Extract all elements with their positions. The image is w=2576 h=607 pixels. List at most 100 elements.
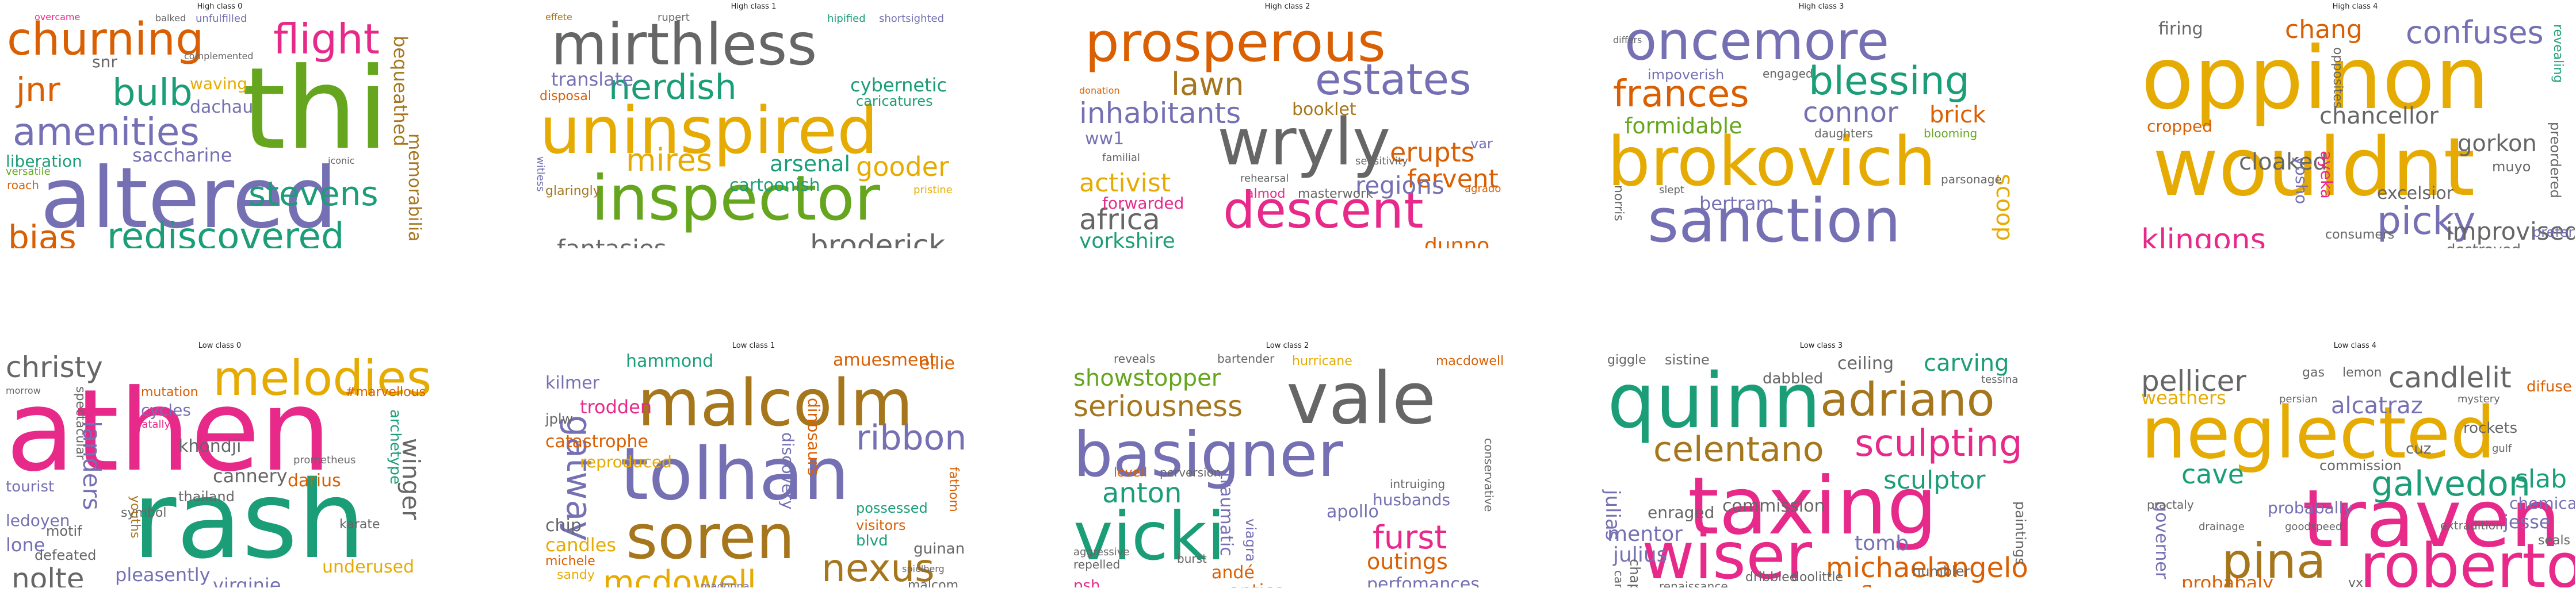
cloud-word: jplw — [545, 411, 574, 427]
wordcloud-panel-high-class-2: High class 2 prosperous wryly estates de… — [1068, 0, 1507, 248]
cloud-word: reveals — [1114, 352, 1156, 366]
cloud-word: candlelit — [2388, 361, 2512, 394]
cloud-word: estates — [1315, 55, 1472, 105]
cloud-word: booklet — [1292, 99, 1356, 120]
cloud-word: sattler — [856, 586, 893, 587]
cloud-word: overcame — [35, 13, 81, 22]
panel-title: High class 1 — [731, 2, 777, 11]
cloud-word: husbands — [1373, 490, 1451, 509]
cloud-word: nolte — [12, 562, 85, 587]
cloud-word: archetype — [387, 409, 404, 485]
cloud-word: probabaly — [2181, 572, 2274, 587]
cloud-word: bequeathed — [389, 36, 411, 147]
word-cloud: oncemore brokovich sanction blessing fra… — [1602, 13, 2041, 248]
cloud-word: masterwork — [1298, 187, 1373, 201]
cloud-word: guinan — [914, 540, 965, 558]
cloud-word: yosho — [2292, 156, 2311, 205]
cloud-word: roach — [7, 178, 39, 192]
cloud-word: forwarded — [1102, 194, 1184, 213]
cloud-word: stevens — [249, 174, 379, 213]
cloud-word: secures — [1820, 247, 1878, 248]
cloud-word: seriousness — [1073, 390, 1243, 423]
cloud-word: tessina — [1981, 374, 2019, 386]
cloud-word: yorkshire — [1079, 229, 1175, 249]
panel-title: Low class 0 — [198, 341, 242, 350]
cloud-word: ellie — [919, 354, 955, 374]
cloud-word: showstopper — [1073, 365, 1221, 391]
cloud-word: renaissance — [1659, 579, 1728, 587]
wordcloud-panel-high-class-3: High class 3 oncemore brokovich sanction… — [1602, 0, 2041, 248]
cloud-word: malcolm — [637, 366, 914, 441]
cloud-word: agrado — [1465, 183, 1501, 195]
cloud-word: frances — [1613, 73, 1749, 116]
cloud-word: oncemore — [1625, 13, 1890, 72]
cloud-word: burst — [1177, 552, 1207, 566]
cloud-word: furst — [1373, 519, 1447, 556]
cloud-word: excelsior — [2377, 183, 2454, 203]
cloud-word: amuesment — [833, 352, 937, 370]
cloud-word: pristine — [914, 184, 953, 196]
cloud-word: chancellor — [2319, 103, 2439, 129]
cloud-word: chip — [545, 516, 582, 536]
word-cloud: neglected traven roberto pina galvedon c… — [2135, 352, 2575, 587]
cloud-word: sistine — [1665, 352, 1710, 368]
cloud-word: rediscovered — [107, 216, 345, 248]
cloud-word: erupts — [1390, 137, 1475, 168]
cloud-word: carving — [1924, 352, 2009, 377]
wordcloud-panel-high-class-1: High class 1 mirthless uninspired inspec… — [534, 0, 973, 248]
cloud-word: youths — [128, 495, 142, 539]
cloud-word: reproduced — [580, 452, 672, 471]
cloud-word: fervent — [1407, 164, 1499, 194]
cloud-word: enraged — [1648, 503, 1715, 522]
cloud-word: wouldnt — [2153, 121, 2475, 214]
word-cloud: vale basigner vicki seriousness showstop… — [1068, 352, 1507, 587]
cloud-word: basigner — [1073, 419, 1343, 491]
panel-title: High class 0 — [197, 2, 243, 11]
cloud-word: hammond — [626, 352, 714, 371]
cloud-word: humbler — [1912, 563, 1970, 579]
cloud-word: confuses — [2406, 14, 2544, 51]
cloud-word: morrow — [6, 385, 41, 396]
cloud-word: perfomances — [1367, 574, 1480, 588]
cloud-word: preordered — [2547, 122, 2563, 198]
cloud-word: bartender — [1217, 352, 1275, 366]
cloud-word: snr — [92, 52, 117, 71]
cloud-word: drainage — [2199, 521, 2245, 533]
cloud-word: vx — [2348, 576, 2364, 588]
cloud-word: hurricane — [1292, 354, 1352, 368]
cloud-word: goodspeed — [2285, 521, 2342, 533]
cloud-word: glaringly — [545, 184, 601, 198]
cloud-word: fantasies — [557, 237, 667, 249]
cloud-word: visitors — [856, 517, 906, 533]
cloud-word: almod — [1246, 187, 1286, 201]
cloud-word: improvised — [2446, 217, 2575, 245]
cloud-word: dabbled — [1763, 370, 1824, 387]
cloud-word: disposal — [540, 89, 592, 103]
cloud-word: bulb — [112, 72, 193, 114]
cloud-word: kilmer — [545, 373, 600, 393]
cloud-word: mentor — [1607, 523, 1683, 546]
cloud-word: tourist — [6, 478, 55, 495]
cloud-word: access — [1142, 586, 1193, 587]
cloud-word: celentano — [1653, 429, 1824, 470]
cloud-word: liberation — [6, 152, 82, 171]
cloud-word: perversion — [1160, 466, 1221, 479]
cloud-word: picky — [2377, 199, 2476, 243]
cloud-word: khondji — [178, 436, 242, 456]
cloud-word: taxing — [1688, 460, 1937, 552]
cloud-word: rash — [132, 458, 366, 582]
cloud-word: flight — [273, 15, 380, 63]
cloud-word: formidable — [1625, 113, 1742, 139]
cloud-word: var — [1470, 136, 1493, 152]
cloud-word: gooder — [856, 151, 949, 182]
cloud-word: apollo — [1327, 502, 1379, 522]
cloud-word: probabally — [2268, 498, 2353, 517]
cloud-word: underused — [322, 557, 415, 577]
cloud-word: symbol — [121, 506, 167, 520]
cloud-word: activist — [1079, 168, 1171, 198]
cloud-word: mutation — [141, 385, 198, 399]
cloud-word: gulf — [2492, 443, 2512, 455]
cloud-word: governer — [2151, 501, 2172, 579]
cloud-word: inhabitants — [1079, 97, 1241, 130]
panel-title: Low class 3 — [1799, 341, 1843, 350]
